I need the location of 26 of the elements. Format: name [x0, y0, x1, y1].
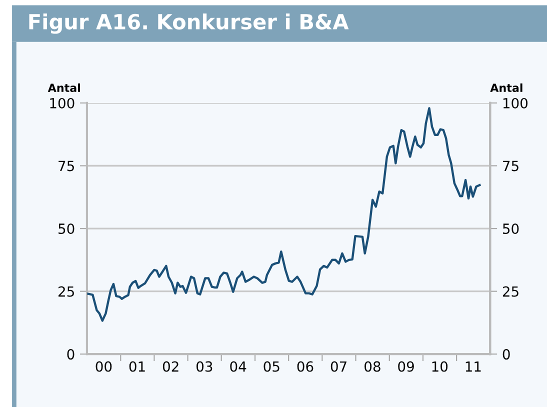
y2-tick-label: 100 [503, 98, 528, 108]
y-tick-label: 25 [58, 286, 74, 297]
x-tick-label: 02 [162, 361, 178, 372]
y-tick-label: 50 [58, 224, 74, 234]
y2-tick-label: 75 [503, 160, 518, 172]
x-tick-label: 04 [230, 361, 246, 372]
y2-tick-label: 25 [502, 286, 518, 297]
chart-title: Figur A16. Konkurser i B&A [29, 13, 349, 34]
y-tick-label: 0 [67, 349, 74, 360]
y-axis-title: Antal [48, 83, 80, 92]
y2-tick-label: 50 [502, 224, 519, 234]
x-tick-label: 07 [330, 361, 346, 372]
x-tick-label: 00 [96, 361, 112, 372]
x-tick-label: 11 [466, 361, 481, 372]
y-tick-label: 75 [58, 160, 74, 172]
x-tick-label: 01 [129, 361, 145, 372]
y2-tick-label: 0 [502, 349, 510, 360]
y-tick-label: 100 [50, 98, 74, 108]
y2-axis-title: Antal [490, 83, 522, 92]
x-tick-label: 03 [196, 361, 212, 372]
line-series [87, 107, 481, 322]
x-tick-label: 10 [432, 361, 448, 372]
x-tick-label: 08 [364, 361, 380, 372]
x-tick-label: 09 [398, 361, 414, 372]
x-tick-label: 05 [264, 361, 280, 372]
x-tick-label: 06 [297, 361, 314, 372]
